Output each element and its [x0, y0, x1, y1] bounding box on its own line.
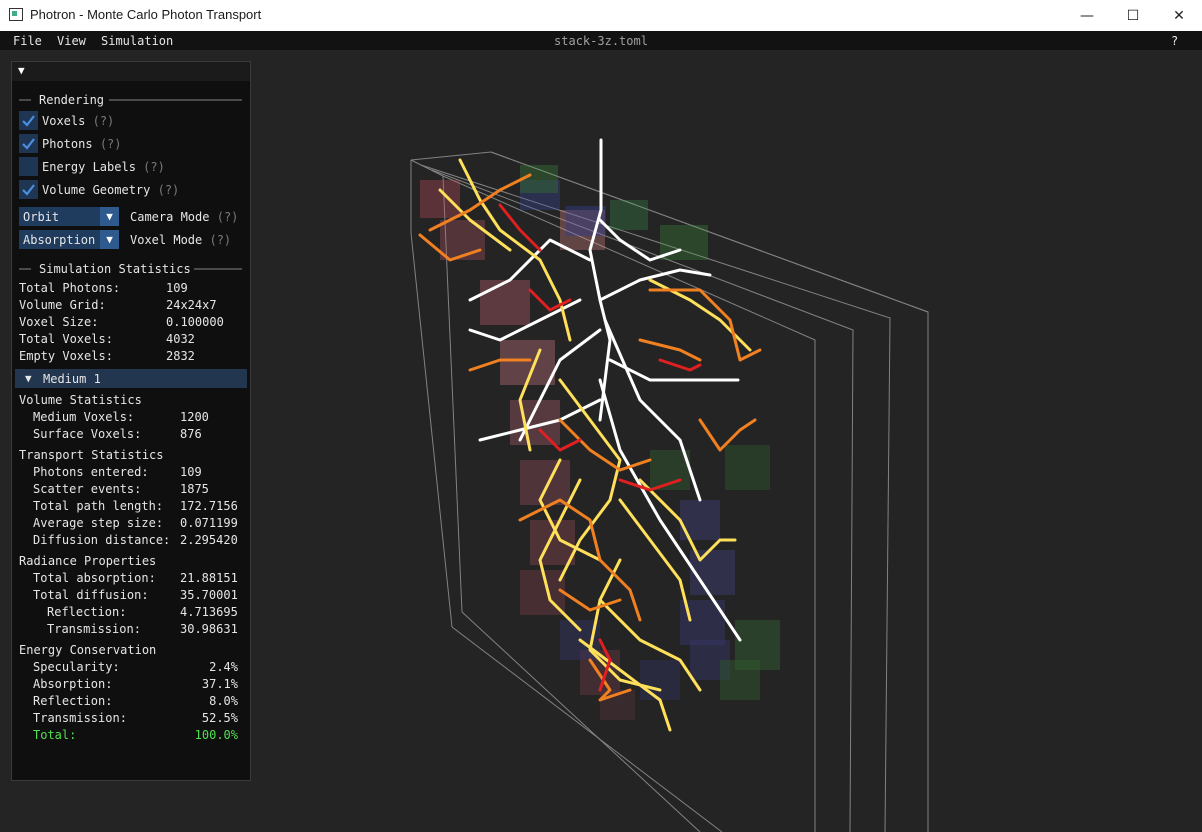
stat-key: Reflection:: [33, 694, 113, 708]
stat-key: Transmission:: [47, 622, 141, 636]
photon-paths: [418, 138, 762, 732]
stat-value: 24x24x7: [166, 298, 217, 312]
stat-value: 109: [166, 281, 188, 295]
collapse-icon: ▼: [25, 372, 32, 385]
stat-key: Scatter events:: [33, 482, 142, 496]
volume-geometry-checkbox[interactable]: [19, 180, 38, 199]
stat-key: Total Voxels:: [19, 332, 113, 346]
stat-value: 8.0%: [209, 694, 238, 708]
control-panel: ▼ Rendering Voxels (?) Photons (?) Energ…: [11, 61, 251, 781]
stat-value: 2.4%: [209, 660, 238, 674]
stat-key: Total Photons:: [19, 281, 121, 295]
help-icon[interactable]: (?): [143, 160, 165, 174]
menu-file[interactable]: File: [13, 34, 42, 48]
total-key: Total:: [33, 728, 77, 742]
help-icon[interactable]: (?): [216, 210, 239, 224]
stat-value: 109: [180, 465, 202, 479]
panel-header[interactable]: ▼: [12, 62, 250, 81]
rendering-separator: Rendering: [19, 93, 242, 107]
stat-key: Volume Grid:: [19, 298, 106, 312]
radiance-title: Radiance Properties: [19, 554, 157, 568]
stat-key: Absorption:: [33, 677, 113, 691]
simulation-stats-header: Simulation Statistics: [39, 262, 191, 276]
stat-key: Diffusion distance:: [33, 533, 171, 547]
menu-help[interactable]: ?: [1171, 34, 1179, 48]
stat-key: Average step size:: [33, 516, 164, 530]
voxels-label: Voxels: [42, 114, 86, 128]
menu-bar: stack-3z.toml File View Simulation ?: [0, 31, 1202, 50]
minimize-button[interactable]: —: [1080, 7, 1094, 24]
stat-key: Total path length:: [33, 499, 164, 513]
photons-checkbox[interactable]: [19, 134, 38, 153]
menu-simulation[interactable]: Simulation: [101, 34, 174, 48]
stat-value: 4032: [166, 332, 195, 346]
menu-view[interactable]: View: [57, 34, 86, 48]
check-icon: [22, 115, 35, 127]
rendering-header: Rendering: [39, 93, 105, 107]
stat-key: Surface Voxels:: [33, 427, 142, 441]
check-icon: [22, 138, 35, 150]
help-icon[interactable]: (?): [209, 233, 232, 247]
energy-labels-label: Energy Labels: [42, 160, 136, 174]
voxel-mode-value: Absorption: [23, 233, 96, 247]
volume-stats-title: Volume Statistics: [19, 393, 142, 407]
energy-conservation-title: Energy Conservation: [19, 643, 157, 657]
camera-mode-label: Camera Mode: [130, 210, 210, 224]
window-title: Photron - Monte Carlo Photon Transport: [30, 7, 262, 22]
stat-value: 35.70001: [180, 588, 238, 602]
photon-scene[interactable]: [0, 50, 1202, 832]
stat-value: 0.071199: [180, 516, 238, 530]
voxel-mode-label: Voxel Mode: [130, 233, 203, 247]
voxels-checkbox[interactable]: [19, 111, 38, 130]
collapse-icon[interactable]: ▼: [18, 64, 25, 77]
medium-1-label: Medium 1: [43, 372, 101, 386]
stat-key: Voxel Size:: [19, 315, 99, 329]
stat-key: Reflection:: [47, 605, 127, 619]
stat-value: 172.7156: [180, 499, 238, 513]
chevron-down-icon[interactable]: ▼: [100, 230, 119, 249]
stat-value: 37.1%: [201, 677, 238, 691]
check-icon: [22, 184, 35, 196]
stat-key: Transmission:: [33, 711, 127, 725]
stat-value: 2832: [166, 349, 195, 363]
simulation-stats-separator: Simulation Statistics: [19, 262, 242, 276]
help-icon[interactable]: (?): [157, 183, 180, 197]
volume-geometry: [410, 151, 929, 832]
chevron-down-icon[interactable]: ▼: [100, 207, 119, 226]
file-name: stack-3z.toml: [554, 34, 648, 48]
stat-value: 2.295420: [180, 533, 238, 547]
transport-stats-title: Transport Statistics: [19, 448, 164, 462]
photons-label: Photons: [42, 137, 93, 151]
stat-value: 1200: [180, 410, 209, 424]
close-button[interactable]: ✕: [1173, 7, 1185, 24]
stat-value: 30.98631: [180, 622, 238, 636]
help-icon[interactable]: (?): [92, 114, 115, 128]
stat-value: 876: [180, 427, 202, 441]
camera-mode-value: Orbit: [23, 210, 60, 224]
stat-value: 0.100000: [166, 315, 224, 329]
stat-key: Total absorption:: [33, 571, 156, 585]
stat-key: Total diffusion:: [33, 588, 149, 602]
stat-value: 1875: [180, 482, 209, 496]
stat-value: 52.5%: [201, 711, 238, 725]
stat-value: 21.88151: [180, 571, 238, 585]
title-bar: Photron - Monte Carlo Photon Transport —…: [0, 0, 1202, 32]
stat-key: Photons entered:: [33, 465, 149, 479]
camera-mode-select[interactable]: Orbit ▼ Camera Mode (?): [19, 207, 238, 226]
app-icon: [9, 8, 23, 21]
medium-1-header[interactable]: ▼ Medium 1: [15, 369, 247, 388]
maximize-button[interactable]: ☐: [1126, 7, 1140, 24]
stat-key: Specularity:: [33, 660, 120, 674]
voxel-mode-select[interactable]: Absorption ▼ Voxel Mode (?): [19, 230, 231, 249]
stat-key: Medium Voxels:: [33, 410, 135, 424]
help-icon[interactable]: (?): [99, 137, 122, 151]
volume-geometry-label: Volume Geometry: [42, 183, 151, 197]
total-value: 100.0%: [194, 728, 238, 742]
stat-key: Empty Voxels:: [19, 349, 113, 363]
stat-value: 4.713695: [180, 605, 238, 619]
energy-labels-checkbox[interactable]: [19, 157, 38, 176]
